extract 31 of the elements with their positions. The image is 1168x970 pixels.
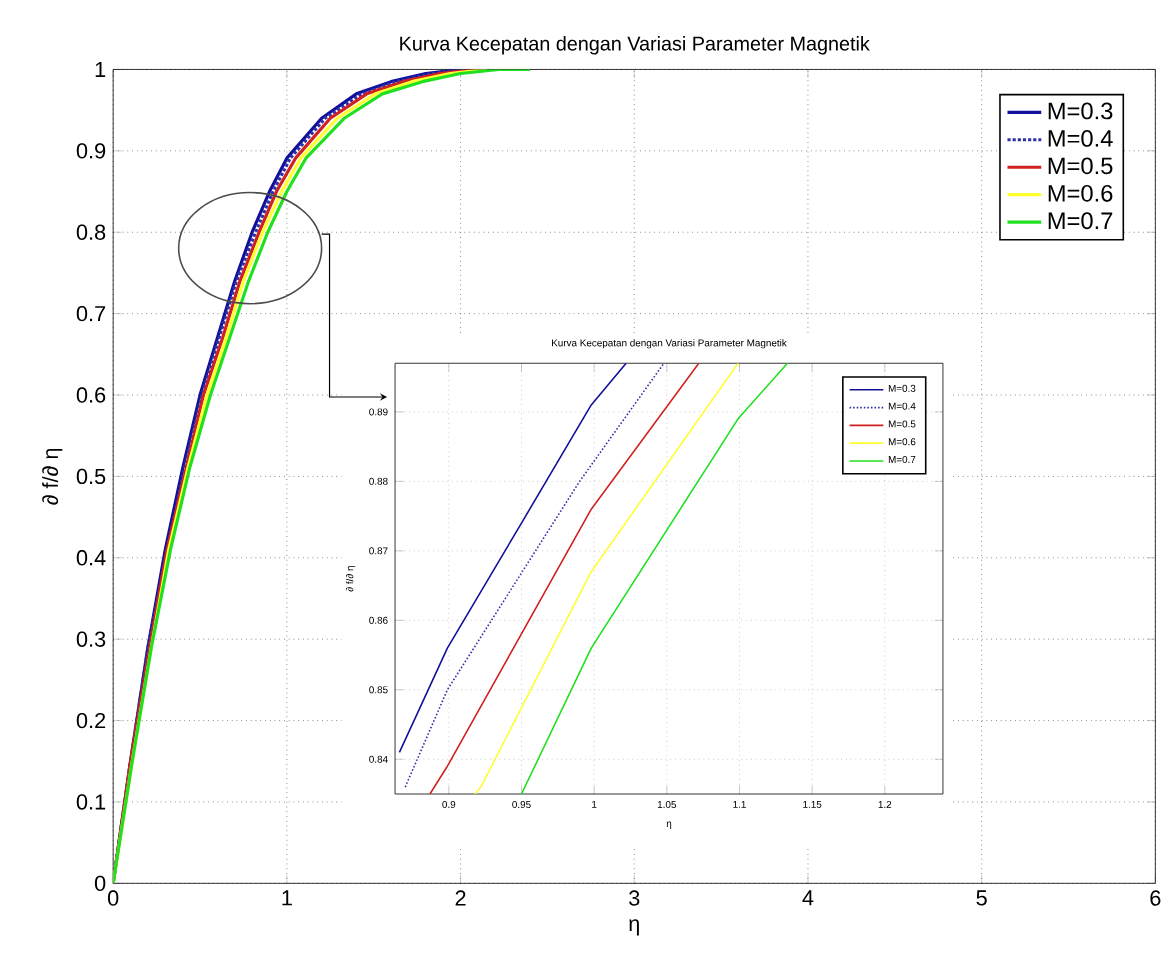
y-tick-label: 0.4 xyxy=(76,549,106,566)
x-tick-label: 1 xyxy=(282,890,292,905)
y-tick-label: 0.8 xyxy=(76,224,106,240)
y-tick-label: 1 xyxy=(95,61,106,77)
x-tick-label: 5 xyxy=(976,890,987,906)
chart-title: Kurva Kecepatan dengan Variasi Parameter Magnetik xyxy=(400,35,870,55)
legend-label: M=0.5 xyxy=(1048,157,1113,174)
x-tick-label: 0 xyxy=(107,890,119,906)
y-tick-label: 0.1 xyxy=(76,793,106,810)
y-tick-label: 0.7 xyxy=(76,305,106,321)
y-tick-label: 0.3 xyxy=(76,631,106,647)
x-tick-label: 4 xyxy=(802,890,814,905)
legend-label: M=0.3 xyxy=(1048,102,1113,120)
line-series xyxy=(404,362,665,788)
legend-label: M=0.7 xyxy=(1048,212,1113,229)
x-axis-title: η xyxy=(629,918,639,936)
y-tick-label: 0.2 xyxy=(76,712,106,728)
line-series xyxy=(520,362,789,794)
y-tick-label: 0.5 xyxy=(76,468,106,484)
x-tick-label: 3 xyxy=(629,890,640,906)
y-axis-title: ∂ f/∂ η xyxy=(42,448,63,505)
legend-label: M=0.4 xyxy=(1048,129,1113,147)
x-tick-label: 6 xyxy=(1150,890,1161,906)
y-tick-label: 0.6 xyxy=(76,386,106,403)
line-series xyxy=(429,362,700,794)
line-series xyxy=(474,362,739,794)
x-tick-label: 2 xyxy=(455,890,466,906)
line-series xyxy=(398,362,627,753)
y-tick-label: 0.9 xyxy=(76,142,106,159)
legend-label: M=0.6 xyxy=(1048,184,1113,202)
y-tick-label: 0 xyxy=(94,875,106,891)
